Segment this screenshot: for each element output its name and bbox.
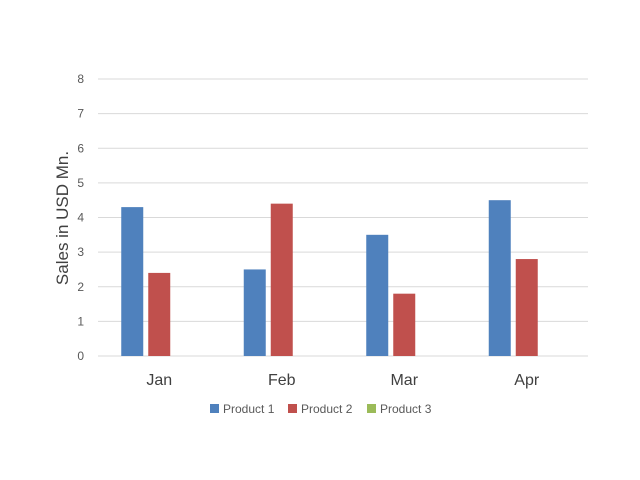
legend-label: Product 1 xyxy=(223,402,275,416)
bar-product-1-mar xyxy=(366,234,389,356)
y-axis-ticks: 0 1 2 3 4 5 6 7 8 xyxy=(77,72,84,363)
y-tick-label: 1 xyxy=(77,314,84,328)
gridlines xyxy=(98,78,588,357)
legend-swatch xyxy=(210,404,219,413)
x-tick-label: Jan xyxy=(146,372,172,389)
legend-swatch xyxy=(288,404,297,413)
legend: Product 1 Product 2 Product 3 xyxy=(210,402,432,416)
bar-product-1-feb xyxy=(243,269,266,356)
x-tick-label: Mar xyxy=(390,372,418,389)
y-tick-label: 0 xyxy=(77,349,84,363)
bar-product-2-feb xyxy=(270,203,293,356)
legend-swatch xyxy=(367,404,376,413)
x-tick-label: Apr xyxy=(514,372,540,389)
bar-product-1-apr xyxy=(488,200,511,356)
x-axis-ticks: Jan Feb Mar Apr xyxy=(146,372,540,389)
y-tick-label: 6 xyxy=(77,141,84,155)
bar-product-2-jan xyxy=(148,272,171,356)
y-tick-label: 5 xyxy=(77,176,84,190)
x-tick-label: Feb xyxy=(268,372,296,389)
y-tick-label: 8 xyxy=(77,72,84,86)
bars xyxy=(121,200,538,356)
y-tick-label: 7 xyxy=(77,107,84,121)
y-tick-label: 4 xyxy=(77,211,84,225)
y-tick-label: 2 xyxy=(77,280,84,294)
legend-label: Product 2 xyxy=(301,402,353,416)
legend-label: Product 3 xyxy=(380,402,432,416)
bar-product-2-mar xyxy=(393,293,416,356)
y-axis-title: Sales in USD Mn. xyxy=(53,151,72,285)
y-tick-label: 3 xyxy=(77,245,84,259)
bar-product-1-jan xyxy=(121,207,144,356)
bar-product-2-apr xyxy=(515,259,538,356)
